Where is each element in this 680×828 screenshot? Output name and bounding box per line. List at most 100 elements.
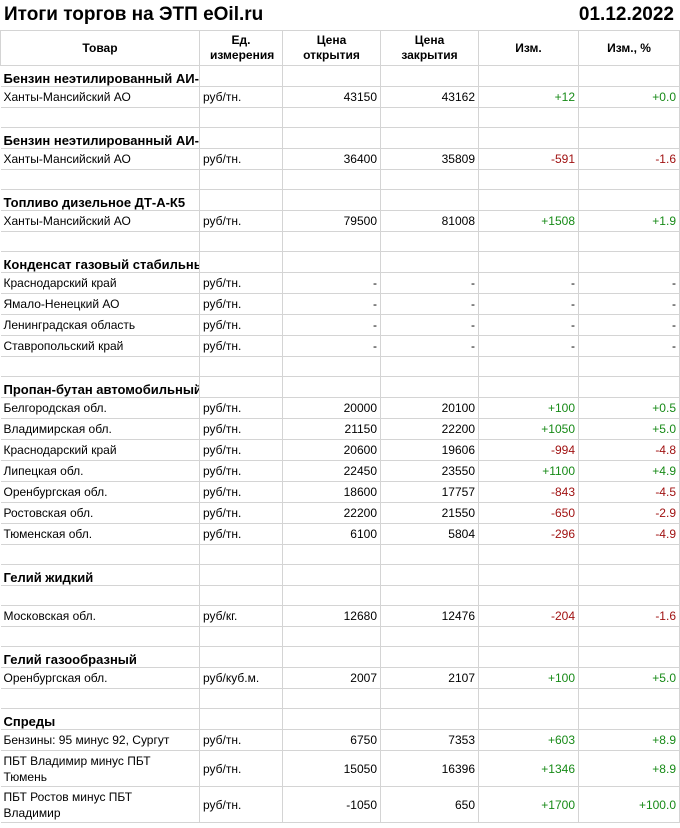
column-header: Цена открытия [282, 30, 381, 66]
open-price: - [282, 335, 381, 357]
column-header: Изм. [478, 30, 579, 66]
close-price: 35809 [380, 148, 479, 170]
product: Бензины: 95 минус 92, Сургут [0, 729, 200, 751]
spacer-cell [478, 544, 579, 565]
close-price: 23550 [380, 460, 479, 482]
column-header: Товар [0, 30, 200, 66]
data-row: Липецкая обл. руб/тн. 22450 23550 +1100 +4.9 [0, 460, 680, 482]
close-price: - [380, 272, 479, 294]
results-table: Товар Ед. измерения Цена открытия Цена закр… [0, 30, 680, 823]
empty-cell [199, 376, 283, 398]
change: -296 [478, 523, 579, 545]
spacer-cell [578, 231, 680, 252]
empty-cell [282, 251, 381, 273]
data-row: Ямало-Ненецкий АО руб/тн. - - - - [0, 293, 680, 315]
change-pct: -2.9 [578, 502, 680, 524]
open-price: 22200 [282, 502, 381, 524]
spacer-cell [282, 585, 381, 606]
empty-cell [282, 646, 381, 668]
empty-cell [380, 127, 479, 149]
section-row: Спреды [0, 708, 680, 730]
product: Ханты-Мансийский АО [0, 86, 200, 108]
product-name: ПБТ Ростов минус ПБТ Владимир [3, 789, 133, 820]
empty-cell [478, 376, 579, 398]
open-price: - [282, 272, 381, 294]
section-title: Бензин неэтилированный АИ-95-К5 [0, 65, 200, 87]
unit: руб/тн. [199, 272, 283, 294]
product-name: Оренбургская обл. [3, 485, 108, 499]
spacer-row [0, 107, 680, 128]
product: Владимирская обл. [0, 418, 200, 440]
open-price: 15050 [282, 750, 381, 787]
change: - [478, 272, 579, 294]
product: ПБТ Ростов минус ПБТ Владимир [0, 786, 200, 823]
close-price: 2107 [380, 667, 479, 689]
empty-cell [282, 564, 381, 586]
empty-cell [282, 376, 381, 398]
product: Ямало-Ненецкий АО [0, 293, 200, 315]
spacer-cell [478, 356, 579, 377]
close-price: 22200 [380, 418, 479, 440]
open-price: 79500 [282, 210, 381, 232]
header-row: Товар Ед. измерения Цена открытия Цена закр… [0, 30, 680, 66]
spacer-cell [380, 585, 479, 606]
unit: руб/тн. [199, 210, 283, 232]
product-name: Бензины: 95 минус 92, Сургут [3, 733, 170, 747]
empty-cell [478, 65, 579, 87]
change-pct: -4.9 [578, 523, 680, 545]
spacer-cell [478, 626, 579, 647]
title: Итоги торгов на ЭТП eOil.ru [4, 4, 264, 25]
product-name: Московская обл. [3, 609, 96, 623]
empty-cell [578, 708, 680, 730]
close-price: 7353 [380, 729, 479, 751]
product-name: Оренбургская обл. [3, 671, 108, 685]
product: Ленинградская область [0, 314, 200, 336]
change-pct: -4.5 [578, 481, 680, 503]
product-name: Ленинградская область [3, 318, 136, 332]
section-title: Бензин неэтилированный АИ-92-К5 [0, 127, 200, 149]
spacer-cell [578, 585, 680, 606]
empty-cell [282, 189, 381, 211]
empty-cell [578, 251, 680, 273]
empty-cell [380, 251, 479, 273]
section-row: Конденсат газовый стабильный [0, 251, 680, 273]
product: Ханты-Мансийский АО [0, 210, 200, 232]
spacer-cell [478, 585, 579, 606]
open-price: 18600 [282, 481, 381, 503]
product: Белгородская обл. [0, 397, 200, 419]
change: +1700 [478, 786, 579, 823]
table-body: Бензин неэтилированный АИ-95-К5Ханты-Ман… [0, 65, 680, 823]
open-price: -1050 [282, 786, 381, 823]
change-pct: +5.0 [578, 667, 680, 689]
empty-cell [478, 251, 579, 273]
unit: руб/кг. [199, 605, 283, 627]
spacer-row [0, 585, 680, 606]
close-price: - [380, 335, 479, 357]
change-pct: +8.9 [578, 750, 680, 787]
date: 01.12.2022 [578, 4, 674, 25]
product-name: Липецкая обл. [3, 464, 84, 478]
spacer-cell [282, 688, 381, 709]
section-row: Бензин неэтилированный АИ-92-К5 [0, 127, 680, 149]
spacer-cell [282, 231, 381, 252]
product: Московская обл. [0, 605, 200, 627]
spacer-cell [199, 107, 283, 128]
data-row: ПБТ Ростов минус ПБТ Владимир руб/тн. -105… [0, 786, 680, 823]
empty-cell [282, 65, 381, 87]
unit: руб/тн. [199, 460, 283, 482]
product-name: Ростовская обл. [3, 506, 94, 520]
change-pct: -4.8 [578, 439, 680, 461]
empty-cell [478, 127, 579, 149]
empty-cell [578, 564, 680, 586]
open-price: 6100 [282, 523, 381, 545]
unit: руб/тн. [199, 481, 283, 503]
unit: руб/тн. [199, 786, 283, 823]
change-pct: +100.0 [578, 786, 680, 823]
spacer-cell [380, 688, 479, 709]
change: - [478, 314, 579, 336]
spacer-cell [478, 688, 579, 709]
spacer-cell [282, 544, 381, 565]
spacer-cell [380, 544, 479, 565]
unit: руб/тн. [199, 729, 283, 751]
